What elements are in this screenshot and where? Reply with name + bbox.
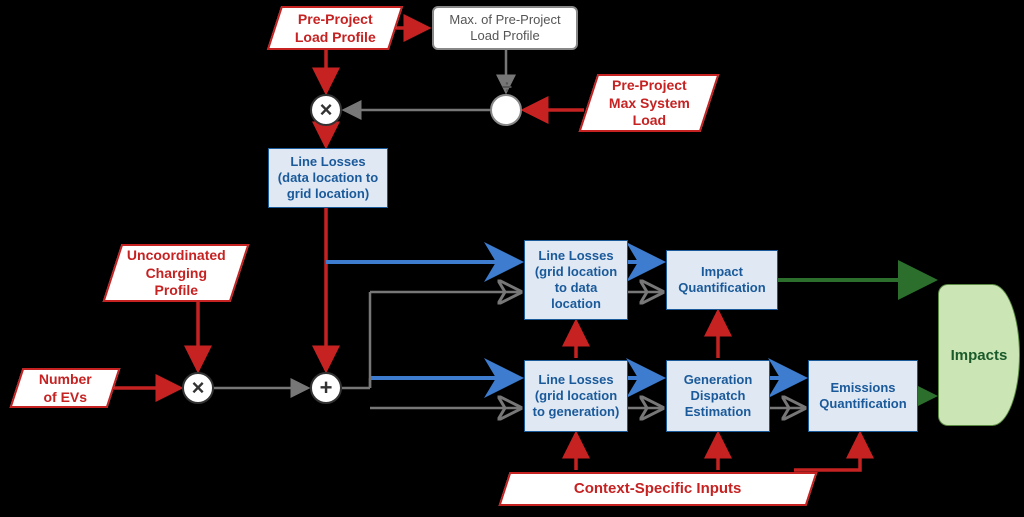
divide-symbol: ÷ <box>502 77 512 98</box>
output-impacts: Impacts <box>938 284 1020 426</box>
process-max-pre-project-load: Max. of Pre-ProjectLoad Profile <box>432 6 578 50</box>
input-context-specific: Context-Specific Inputs <box>498 472 817 506</box>
label: ImpactQuantification <box>678 264 765 297</box>
label: GenerationDispatchEstimation <box>684 372 753 421</box>
operator-multiply-bottom: × <box>182 372 214 404</box>
label: Max. of Pre-ProjectLoad Profile <box>449 12 560 45</box>
process-line-losses-data-to-grid: Line Losses(data location togrid locatio… <box>268 148 388 208</box>
label: UncoordinatedChargingProfile <box>119 243 234 304</box>
operator-multiply-top: × <box>310 94 342 126</box>
label: Line Losses(data location togrid locatio… <box>278 154 378 203</box>
input-number-of-evs: Numberof EVs <box>10 368 121 408</box>
label: Context-Specific Inputs <box>566 476 750 503</box>
input-pre-project-load-profile: Pre-ProjectLoad Profile <box>267 6 403 50</box>
label: Line Losses(grid locationto datalocation <box>535 248 617 313</box>
process-impact-quantification: ImpactQuantification <box>666 250 778 310</box>
process-line-losses-grid-to-data: Line Losses(grid locationto datalocation <box>524 240 628 320</box>
label: Pre-ProjectLoad Profile <box>287 7 384 50</box>
input-pre-project-max-system-load: Pre-ProjectMax SystemLoad <box>579 74 720 132</box>
operator-plus: + <box>310 372 342 404</box>
process-line-losses-grid-to-gen: Line Losses(grid locationto generation) <box>524 360 628 432</box>
label: Numberof EVs <box>31 367 100 410</box>
label: Impacts <box>951 347 1008 364</box>
process-emissions-quantification: EmissionsQuantification <box>808 360 918 432</box>
label: Pre-ProjectMax SystemLoad <box>601 73 698 134</box>
operator-divide: ÷ <box>490 94 522 126</box>
label: Line Losses(grid locationto generation) <box>533 372 620 421</box>
input-uncoordinated-charging: UncoordinatedChargingProfile <box>103 244 250 302</box>
process-generation-dispatch: GenerationDispatchEstimation <box>666 360 770 432</box>
label: EmissionsQuantification <box>819 380 906 413</box>
